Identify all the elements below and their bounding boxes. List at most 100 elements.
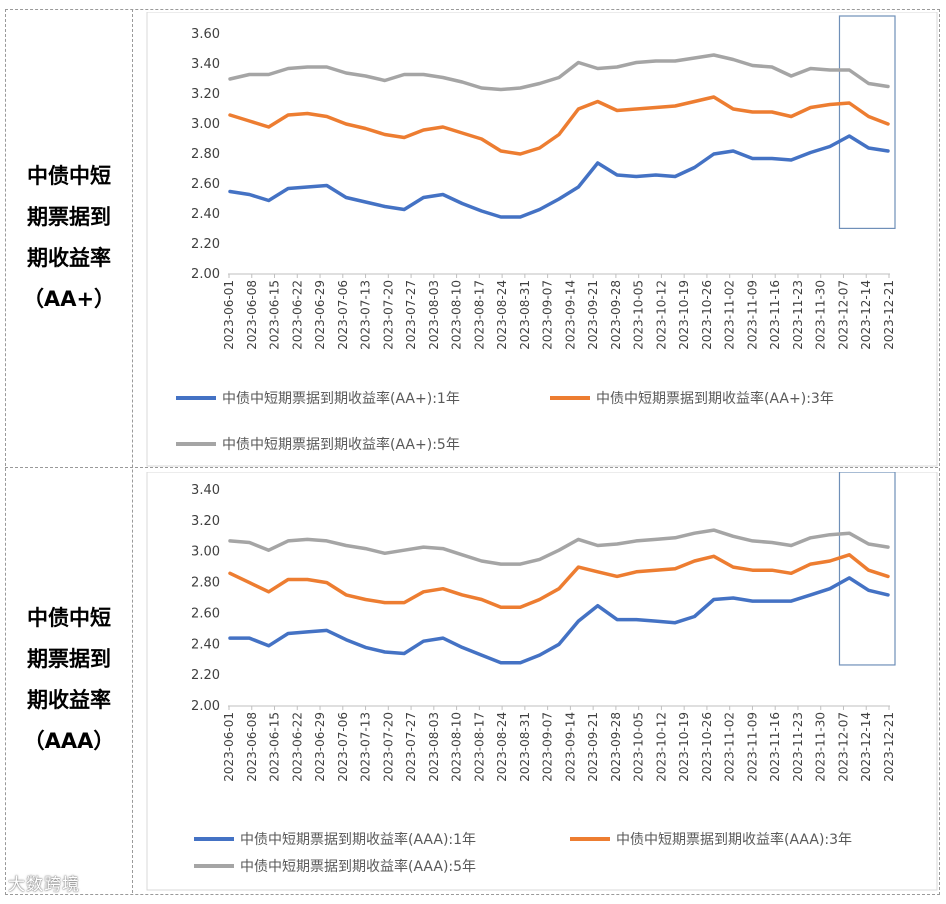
x-tick-label: 2023-12-07 <box>836 280 850 350</box>
x-tick-label: 2023-06-22 <box>290 280 304 350</box>
x-tick-label: 2023-11-23 <box>791 712 805 782</box>
y-tick-label: 3.40 <box>191 57 220 72</box>
chart-aaa: 2.00 2.20 2.40 2.60 2.80 3.00 3.20 3.40 2023-06-… <box>146 472 938 891</box>
legend-label: 中债中短期票据到期收益率(AA+):3年 <box>596 390 834 407</box>
x-tick-label: 2023-07-20 <box>381 280 395 350</box>
x-tick-label: 2023-08-10 <box>450 712 464 782</box>
y-tick-label: 2.80 <box>191 576 220 591</box>
y-tick-label: 3.20 <box>191 514 220 529</box>
legend-label: 中债中短期票据到期收益率(AA+):1年 <box>222 390 460 407</box>
y-tick-label: 3.20 <box>191 87 220 102</box>
row-label-line: 期收益率 <box>27 246 111 270</box>
x-tick-label: 2023-10-26 <box>700 280 714 350</box>
y-tick-label: 2.40 <box>191 637 220 652</box>
y-tick-label: 3.60 <box>191 27 220 42</box>
x-tick-label: 2023-08-03 <box>427 280 441 350</box>
series-line-1 <box>228 134 890 219</box>
series-line-3 <box>228 528 890 566</box>
row-label-line: 期票据到 <box>27 647 111 671</box>
legend-label: 中债中短期票据到期收益率(AAA):3年 <box>616 831 852 848</box>
outer-frame <box>5 9 940 895</box>
row-label-line: （AA+） <box>22 287 116 311</box>
x-tick-label: 2023-12-21 <box>882 712 896 782</box>
x-tick-label: 2023-12-14 <box>859 280 873 350</box>
x-tick-label: 2023-11-16 <box>768 712 782 782</box>
x-tick-label: 2023-08-24 <box>495 280 509 350</box>
row-label-line: （AAA） <box>23 729 115 753</box>
y-tick-label: 3.00 <box>191 117 220 132</box>
x-tick-label: 2023-12-07 <box>836 712 850 782</box>
row-label-line: 期票据到 <box>27 205 111 229</box>
x-tick-label: 2023-07-20 <box>381 712 395 782</box>
series-line-2 <box>228 553 890 610</box>
row-label-aaa: 中债中短 期票据到 期收益率 （AAA） <box>6 468 132 892</box>
x-tick-label: 2023-11-23 <box>791 280 805 350</box>
x-tick-label: 2023-06-01 <box>222 712 236 782</box>
series-line-2 <box>228 95 890 156</box>
y-tick-label: 3.40 <box>191 483 220 498</box>
x-tick-label: 2023-07-27 <box>404 712 418 782</box>
x-tick-label: 2023-11-02 <box>723 712 737 782</box>
x-tick-label: 2023-06-15 <box>268 712 282 782</box>
x-tick-label: 2023-11-09 <box>745 712 759 782</box>
legend-label: 中债中短期票据到期收益率(AAA):1年 <box>240 831 476 848</box>
y-tick-label: 2.20 <box>191 237 220 252</box>
x-tick-label: 2023-10-26 <box>700 712 714 782</box>
x-tick-label: 2023-08-31 <box>518 712 532 782</box>
x-tick-label: 2023-09-28 <box>609 280 623 350</box>
chart-border <box>146 12 938 467</box>
x-tick-label: 2023-09-07 <box>541 280 555 350</box>
x-tick-label: 2023-09-21 <box>586 280 600 350</box>
x-tick-label: 2023-06-29 <box>313 280 327 350</box>
x-tick-label: 2023-08-17 <box>472 280 486 350</box>
x-tick-label: 2023-11-16 <box>768 280 782 350</box>
highlight-box <box>838 472 896 666</box>
x-tick-label: 2023-06-08 <box>245 280 259 350</box>
x-tick-label: 2023-08-10 <box>450 280 464 350</box>
x-tick-label: 2023-08-17 <box>472 712 486 782</box>
highlight-box <box>838 15 896 229</box>
row-divider <box>5 467 938 468</box>
x-tick-label: 2023-07-13 <box>359 712 373 782</box>
x-tick-label: 2023-06-29 <box>313 712 327 782</box>
x-tick-label: 2023-07-27 <box>404 280 418 350</box>
y-tick-label: 2.60 <box>191 606 220 621</box>
x-tick-label: 2023-06-15 <box>268 280 282 350</box>
x-tick-label: 2023-08-24 <box>495 712 509 782</box>
x-tick-label: 2023-10-12 <box>654 712 668 782</box>
x-tick-label: 2023-10-19 <box>677 280 691 350</box>
x-tick-label: 2023-06-01 <box>222 280 236 350</box>
x-tick-label: 2023-09-21 <box>586 712 600 782</box>
x-tick-label: 2023-11-09 <box>745 280 759 350</box>
legend-label: 中债中短期票据到期收益率(AAA):5年 <box>240 858 476 875</box>
series-line-1 <box>228 576 890 665</box>
x-tick-label: 2023-09-28 <box>609 712 623 782</box>
row-label-line: 期收益率 <box>27 688 111 712</box>
label-column-divider <box>132 9 133 893</box>
x-tick-label: 2023-07-13 <box>359 280 373 350</box>
x-tick-label: 2023-10-12 <box>654 280 668 350</box>
x-tick-label: 2023-11-30 <box>814 712 828 782</box>
y-tick-label: 2.60 <box>191 177 220 192</box>
x-tick-label: 2023-06-22 <box>290 712 304 782</box>
y-tick-label: 2.00 <box>191 267 220 282</box>
series-line-3 <box>228 53 890 92</box>
row-label-line: 中债中短 <box>27 606 111 630</box>
x-tick-label: 2023-12-14 <box>859 712 873 782</box>
x-tick-label: 2023-09-14 <box>563 712 577 782</box>
x-tick-label: 2023-10-19 <box>677 712 691 782</box>
watermark-text: 大数跨境 <box>8 875 80 895</box>
y-tick-label: 2.40 <box>191 207 220 222</box>
legend-label: 中债中短期票据到期收益率(AA+):5年 <box>222 436 460 453</box>
y-tick-label: 2.80 <box>191 147 220 162</box>
x-tick-label: 2023-09-07 <box>541 712 555 782</box>
x-tick-label: 2023-09-14 <box>563 280 577 350</box>
x-tick-label: 2023-10-05 <box>632 280 646 350</box>
x-tick-label: 2023-06-08 <box>245 712 259 782</box>
y-tick-label: 2.20 <box>191 668 220 683</box>
x-tick-label: 2023-07-06 <box>336 712 350 782</box>
chart-border <box>146 472 938 891</box>
x-tick-label: 2023-10-05 <box>632 712 646 782</box>
x-tick-label: 2023-11-02 <box>723 280 737 350</box>
x-tick-label: 2023-08-03 <box>427 712 441 782</box>
